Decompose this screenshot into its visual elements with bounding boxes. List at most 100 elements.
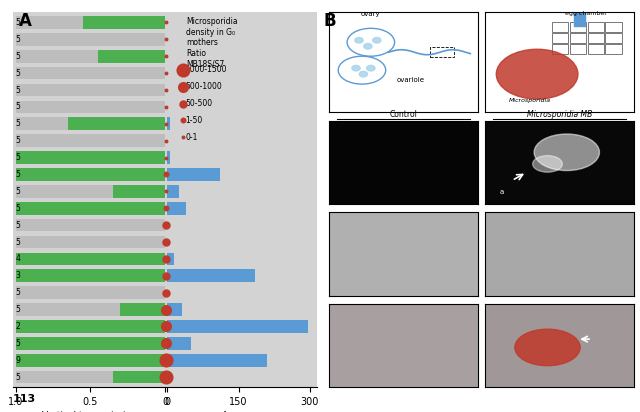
Point — [161, 272, 172, 279]
Text: Microsporidia: Microsporidia — [509, 98, 551, 103]
Bar — [167, 269, 255, 282]
Point — [161, 171, 172, 178]
Point — [178, 117, 188, 124]
Point — [161, 340, 172, 346]
X-axis label: Vertical transmission
efficiency: Vertical transmission efficiency — [42, 411, 136, 412]
Point — [161, 104, 172, 110]
Point — [161, 323, 172, 330]
Text: 5: 5 — [15, 103, 20, 111]
Bar — [167, 371, 170, 384]
Circle shape — [367, 66, 375, 71]
Point — [161, 154, 172, 161]
Text: 5: 5 — [15, 221, 20, 229]
Text: 5: 5 — [15, 187, 20, 196]
Bar — [16, 269, 165, 282]
Bar — [16, 134, 165, 147]
Circle shape — [355, 37, 363, 43]
Text: 3: 3 — [15, 272, 20, 280]
Point — [161, 121, 172, 127]
Bar — [167, 168, 220, 181]
Bar — [16, 16, 165, 29]
FancyBboxPatch shape — [605, 33, 621, 43]
Point — [161, 289, 172, 296]
Point — [161, 36, 172, 43]
Bar — [16, 117, 165, 130]
Text: 5: 5 — [15, 136, 20, 145]
Point — [161, 239, 172, 245]
Text: 5: 5 — [15, 238, 20, 246]
Bar — [16, 168, 165, 181]
Bar — [16, 337, 165, 350]
Text: 5: 5 — [15, 372, 20, 382]
Text: a: a — [500, 190, 504, 195]
Bar — [16, 236, 165, 248]
Bar — [16, 253, 165, 265]
Text: 2: 2 — [15, 322, 20, 331]
Text: 50-500: 50-500 — [186, 99, 212, 108]
Bar — [167, 303, 182, 316]
Bar — [113, 185, 165, 198]
Bar — [113, 371, 165, 384]
Text: 5: 5 — [15, 119, 20, 128]
FancyBboxPatch shape — [552, 44, 568, 54]
Point — [161, 87, 172, 94]
Circle shape — [364, 43, 372, 49]
Ellipse shape — [496, 49, 578, 99]
Bar — [16, 354, 165, 367]
Bar — [68, 117, 165, 130]
Bar — [16, 354, 165, 367]
FancyBboxPatch shape — [570, 22, 586, 32]
FancyBboxPatch shape — [605, 22, 621, 32]
Bar — [167, 117, 170, 130]
Bar — [16, 320, 165, 333]
Circle shape — [352, 66, 360, 71]
Point — [161, 357, 172, 363]
Circle shape — [532, 156, 563, 172]
Bar — [16, 84, 165, 96]
FancyBboxPatch shape — [552, 22, 568, 32]
FancyBboxPatch shape — [588, 44, 604, 54]
Circle shape — [372, 37, 381, 43]
Text: 5: 5 — [15, 170, 20, 179]
FancyBboxPatch shape — [605, 44, 621, 54]
Bar — [167, 320, 308, 333]
Bar — [16, 33, 165, 46]
Bar — [16, 269, 165, 282]
Text: 5: 5 — [15, 86, 20, 94]
FancyBboxPatch shape — [574, 13, 584, 26]
Text: 5: 5 — [15, 339, 20, 348]
FancyBboxPatch shape — [570, 44, 586, 54]
Bar — [167, 354, 267, 367]
Point — [178, 100, 188, 107]
Bar — [16, 202, 165, 215]
Bar — [167, 185, 179, 198]
Bar — [16, 168, 165, 181]
Bar — [167, 253, 175, 265]
FancyBboxPatch shape — [552, 33, 568, 43]
Bar — [16, 151, 165, 164]
Text: 9: 9 — [15, 356, 20, 365]
Title: Control: Control — [390, 110, 417, 119]
Point — [161, 70, 172, 77]
FancyBboxPatch shape — [588, 33, 604, 43]
Bar — [16, 337, 165, 350]
Bar — [16, 320, 165, 333]
Point — [161, 19, 172, 26]
Bar — [98, 50, 165, 63]
Text: 5: 5 — [15, 204, 20, 213]
Circle shape — [534, 134, 600, 171]
Bar — [167, 151, 170, 164]
Text: 5: 5 — [15, 18, 20, 27]
Text: 5: 5 — [15, 69, 20, 77]
Bar — [83, 16, 165, 29]
Bar — [16, 219, 165, 232]
Point — [161, 374, 172, 380]
Bar — [16, 50, 165, 63]
Text: ovariole: ovariole — [397, 77, 425, 83]
Point — [178, 134, 188, 140]
Text: 1000-1500: 1000-1500 — [186, 65, 227, 74]
Text: 5: 5 — [15, 305, 20, 314]
Text: 113: 113 — [13, 394, 36, 404]
Text: B: B — [323, 12, 336, 30]
Text: 5: 5 — [15, 288, 20, 297]
